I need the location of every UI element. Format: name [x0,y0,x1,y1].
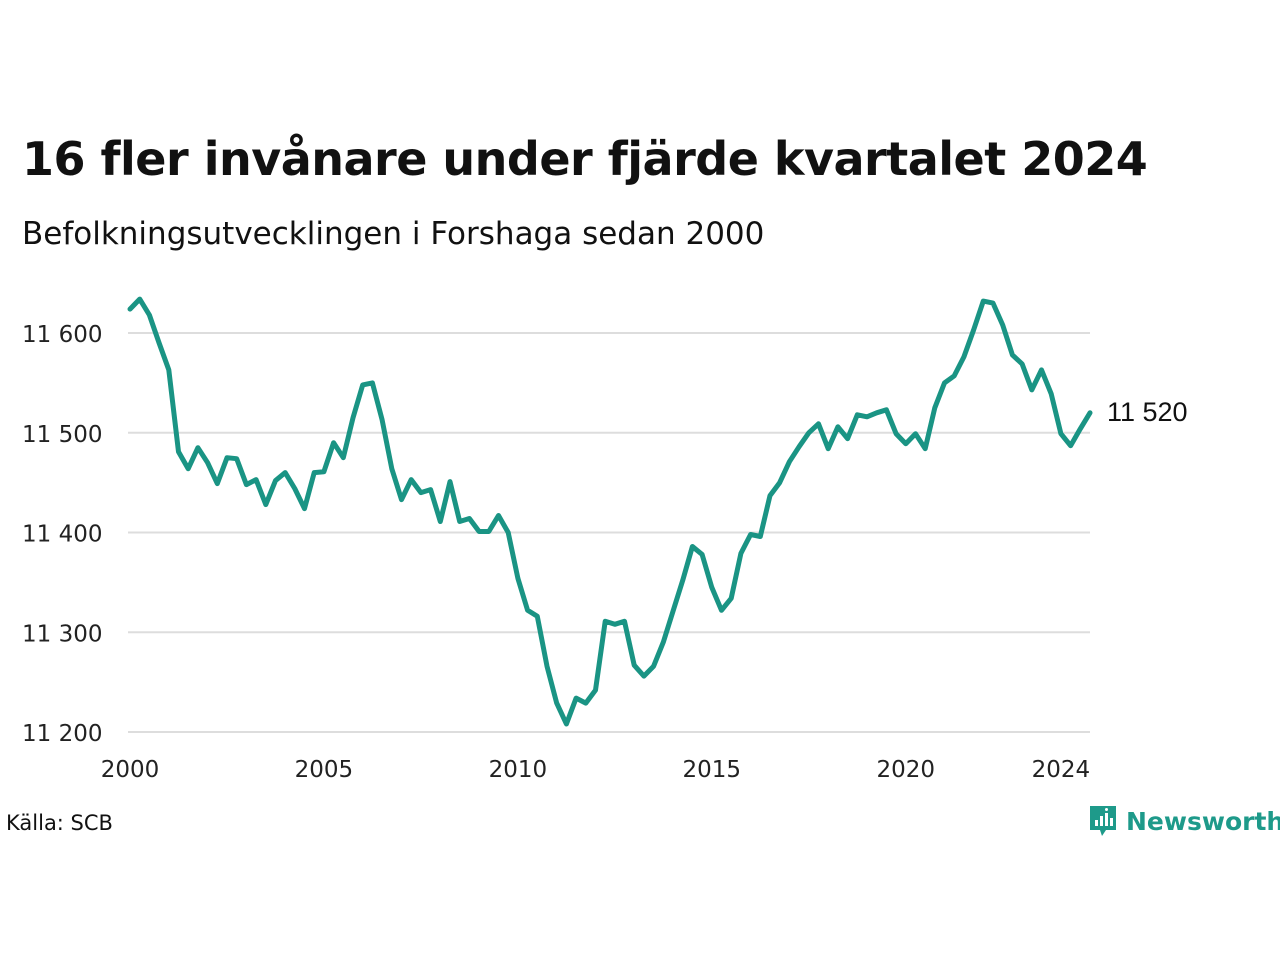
y-tick-label: 11 600 [22,322,102,348]
brand-name: Newsworthy [1126,806,1280,836]
last-value-label: 11 520 [1107,397,1188,427]
source-note: Källa: SCB [6,811,113,835]
y-tick-label: 11 500 [22,422,102,448]
y-tick-label: 11 400 [22,522,102,548]
x-tick-label: 2024 [1032,757,1091,783]
x-tick-label: 2015 [683,757,742,783]
y-tick-label: 11 200 [22,721,102,747]
brand-logo: Newsworthy [1088,804,1280,838]
chart-subtitle: Befolkningsutvecklingen i Forshaga sedan… [22,216,765,252]
series-line [127,296,1093,727]
x-tick-label: 2000 [101,757,160,783]
chart-title: 16 fler invånare under fjärde kvartalet … [22,132,1148,186]
newsworthy-logo-icon [1090,806,1116,836]
x-tick-label: 2020 [876,757,935,783]
line-chart: 11 200 11 300 11 400 11 500 11 600 2000 2005 20… [22,296,1188,783]
y-tick-label: 11 300 [22,621,102,647]
x-tick-label: 2005 [295,757,354,783]
x-tick-label: 2010 [489,757,548,783]
